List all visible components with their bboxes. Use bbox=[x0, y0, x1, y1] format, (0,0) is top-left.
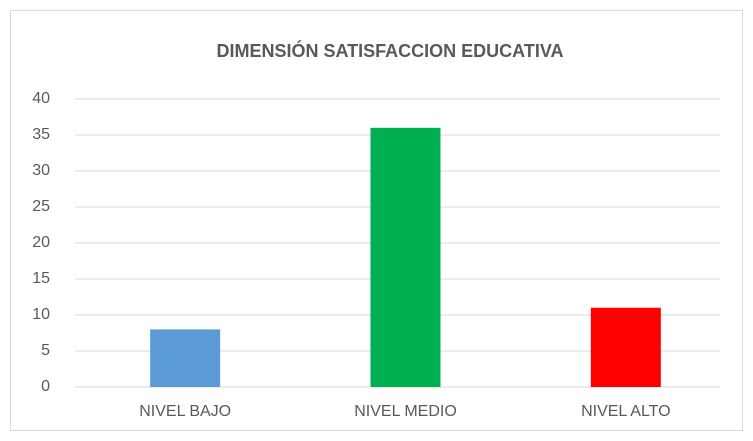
y-tick-label: 30 bbox=[32, 162, 50, 179]
y-tick-label: 40 bbox=[32, 90, 50, 107]
y-tick-label: 10 bbox=[32, 306, 50, 323]
y-tick-label: 20 bbox=[32, 234, 50, 251]
bar bbox=[150, 329, 221, 387]
y-tick-label: 15 bbox=[32, 270, 50, 287]
y-tick-label: 35 bbox=[32, 126, 50, 143]
y-tick-label: 5 bbox=[41, 342, 50, 359]
y-tick-label: 0 bbox=[41, 378, 50, 395]
x-tick-label: NIVEL MEDIO bbox=[354, 403, 457, 420]
x-tick-label: NIVEL BAJO bbox=[139, 403, 231, 420]
y-tick-label: 25 bbox=[32, 198, 50, 215]
x-tick-label: NIVEL ALTO bbox=[581, 403, 671, 420]
bar bbox=[370, 127, 441, 388]
chart-title: DIMENSIÓN SATISFACCION EDUCATIVA bbox=[216, 40, 563, 61]
bar bbox=[590, 307, 661, 387]
